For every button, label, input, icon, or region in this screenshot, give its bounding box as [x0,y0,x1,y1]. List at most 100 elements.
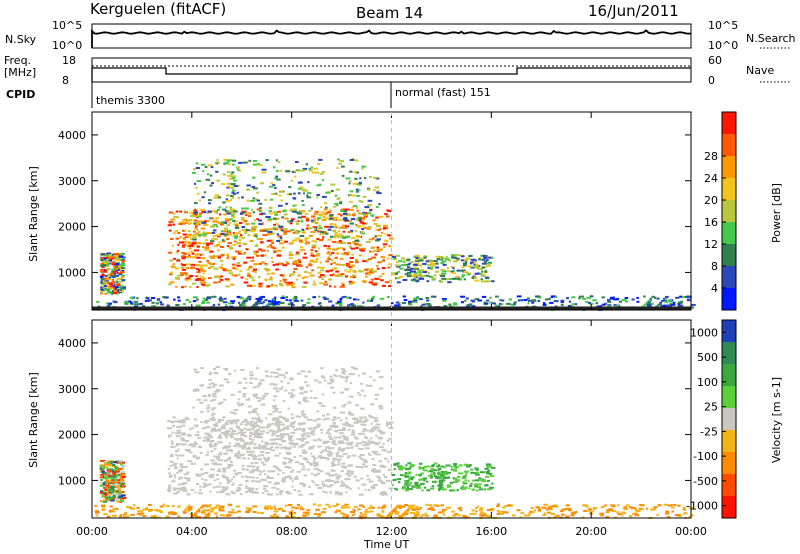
data-cell [360,477,364,480]
data-cell [282,278,287,281]
data-cell [236,191,239,194]
data-cell [290,273,295,276]
data-cell [364,489,367,491]
data-cell [339,202,342,205]
data-cell [419,478,425,481]
data-cell [461,266,465,269]
data-cell [118,265,121,268]
data-cell [259,379,265,382]
data-cell [268,210,272,212]
data-cell [316,227,320,230]
data-cell [234,438,238,441]
data-cell [301,231,306,234]
data-cell [400,514,406,517]
data-cell [245,278,249,281]
data-cell [355,261,359,264]
data-cell [335,452,340,455]
data-cell [130,302,133,305]
data-cell [329,209,332,212]
data-cell [189,285,192,288]
data-cell [481,270,484,273]
data-cell [362,372,367,375]
data-cell [187,509,191,512]
data-cell [304,276,309,279]
data-cell [382,243,388,246]
data-cell [258,282,263,285]
data-cell [274,407,279,410]
data-cell [226,419,230,422]
data-cell [272,302,278,305]
data-cell [112,471,116,474]
data-cell [234,220,238,223]
data-cell [475,510,478,513]
data-cell [102,493,107,496]
data-cell [300,186,304,189]
data-cell [297,187,302,190]
data-cell [433,260,438,263]
data-cell [225,430,231,433]
data-cell [320,206,323,209]
data-cell [236,168,240,171]
data-cell [336,477,340,480]
data-cell [107,460,111,463]
data-cell [151,305,156,307]
data-cell [428,504,433,507]
data-cell [610,504,615,507]
data-cell [236,264,240,267]
data-cell [465,465,471,468]
data-cell [224,219,230,222]
data-cell [192,237,195,240]
data-cell [592,508,596,511]
data-cell [227,302,232,305]
data-cell [219,246,225,248]
data-cell [246,212,252,215]
data-cell [337,273,342,276]
data-cell [111,292,114,295]
data-cell [175,450,178,452]
data-cell [216,235,221,238]
data-cell [276,419,280,422]
data-cell [463,463,469,466]
data-cell [406,508,409,511]
data-cell [344,275,348,278]
data-cell [585,301,589,304]
data-cell [222,470,227,473]
data-cell [190,263,196,266]
data-cell [310,215,316,218]
data-cell [291,480,294,483]
data-cell [113,270,118,273]
data-cell [607,299,611,302]
data-cell [497,503,500,506]
data-cell [448,489,454,492]
data-cell [385,422,391,425]
data-cell [424,274,430,277]
data-cell [282,210,287,213]
data-cell [218,276,222,279]
data-cell [263,485,269,488]
data-cell [176,259,181,262]
data-cell [322,414,325,417]
data-cell [247,405,252,408]
data-cell [219,259,224,262]
data-cell [647,301,651,304]
data-cell [181,486,186,489]
data-cell [300,299,304,302]
data-cell [226,458,232,461]
data-cell [194,213,198,216]
data-cell [232,189,236,192]
data-cell [170,440,174,443]
data-cell [252,211,256,214]
data-cell [335,231,338,234]
data-cell [402,505,406,508]
data-cell [346,456,350,459]
data-cell [276,488,280,491]
data-cell [215,457,220,460]
data-cell [310,463,313,466]
colorbar-swatch [722,112,736,135]
data-cell [288,435,294,438]
data-cell [318,295,321,298]
data-cell [197,231,201,234]
data-cell [352,212,356,215]
data-cell [304,213,309,216]
